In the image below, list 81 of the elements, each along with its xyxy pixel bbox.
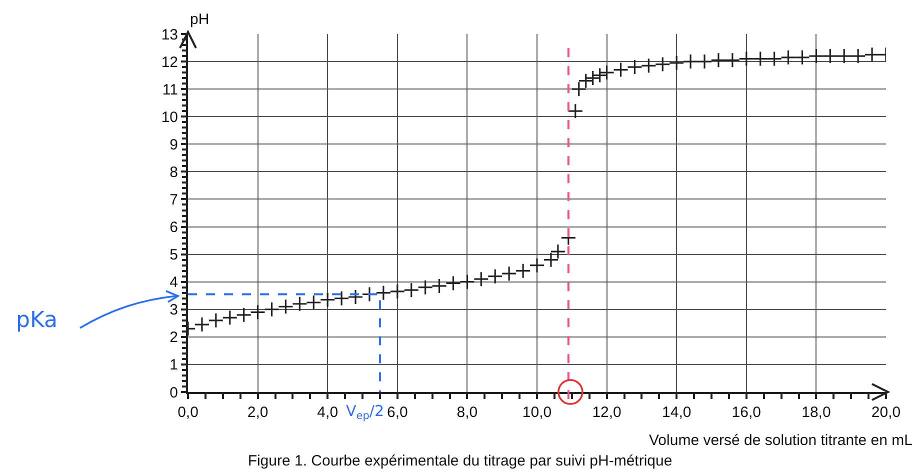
- y-tick-label: 9: [170, 136, 178, 154]
- x-axis-title: Volume versé de solution titrante en mL: [649, 432, 912, 449]
- y-tick-label: 8: [170, 164, 178, 181]
- y-tick-label: 13: [161, 26, 178, 44]
- point: [550, 244, 566, 260]
- point: [292, 296, 308, 312]
- point: [194, 316, 210, 332]
- y-tick-label: 3: [170, 302, 178, 319]
- point: [250, 304, 266, 320]
- x-tick-label: 12,0: [592, 404, 622, 421]
- point: [236, 307, 252, 323]
- point: [626, 59, 643, 75]
- point: [568, 103, 584, 119]
- text: pKa: [16, 308, 58, 333]
- point: [654, 56, 670, 72]
- point: [334, 290, 350, 306]
- point: [724, 52, 740, 68]
- y-tick-label: 12: [161, 54, 178, 71]
- point: [306, 294, 322, 310]
- point: [850, 48, 866, 64]
- point: [459, 274, 475, 290]
- y-tick-label: 10: [161, 108, 178, 126]
- point: [418, 280, 434, 296]
- point: [390, 284, 406, 300]
- point: [752, 50, 768, 67]
- y-tick-label: 5: [170, 246, 178, 264]
- y-tick-label: 6: [170, 219, 178, 236]
- x-tick-label: 14,0: [662, 404, 692, 421]
- y-tick-label: 11: [162, 81, 178, 98]
- point: [404, 282, 420, 298]
- y-tick-label: 1: [170, 356, 178, 374]
- point: [376, 285, 392, 301]
- point: [864, 46, 880, 62]
- point: [264, 302, 280, 318]
- point: [780, 50, 796, 66]
- y-axis-title: pH: [190, 11, 210, 28]
- point: [571, 81, 587, 97]
- point: [612, 62, 629, 78]
- y-tick-label: 2: [170, 329, 178, 346]
- x-tick-label: 0,0: [178, 404, 198, 421]
- x-tick-label: 18,0: [802, 404, 831, 421]
- point: [640, 58, 656, 74]
- point: [766, 50, 782, 67]
- point: [278, 298, 294, 314]
- point: [738, 50, 754, 67]
- y-tick-label: 7: [170, 191, 178, 208]
- point: [668, 55, 684, 71]
- point: [808, 48, 824, 64]
- point: [585, 70, 601, 86]
- y-tick-label: 0: [170, 384, 178, 402]
- point: [543, 252, 559, 268]
- x-tick-label: 10,0: [522, 404, 552, 421]
- point: [320, 292, 336, 308]
- x-tick-label: 6,0: [386, 404, 408, 421]
- point: [822, 48, 838, 64]
- point: [836, 48, 852, 64]
- point: [515, 263, 531, 279]
- point: [445, 275, 462, 292]
- point: [431, 278, 448, 294]
- point: [578, 73, 594, 89]
- text: Figure 1. Courbe expérimentale du titrage par suivi pH-métrique: [248, 452, 672, 470]
- point: [682, 54, 698, 70]
- x-tick-label: 8,0: [456, 404, 478, 421]
- point: [501, 266, 517, 282]
- annotation: V$_{ep}$/2: [346, 402, 384, 422]
- x-tick-label: 20,0: [871, 404, 901, 421]
- point: [599, 64, 615, 80]
- point: [222, 310, 238, 326]
- point: [529, 258, 545, 274]
- point: [208, 312, 224, 328]
- point: [348, 289, 364, 305]
- point: [794, 50, 810, 66]
- point: [473, 271, 489, 287]
- point: [487, 268, 503, 284]
- point: [696, 54, 712, 70]
- point: [710, 52, 726, 68]
- y-tick-label: 4: [170, 274, 178, 292]
- x-tick-label: 16,0: [732, 404, 761, 421]
- point: [592, 68, 608, 84]
- x-tick-label: 2,0: [247, 404, 268, 421]
- x-tick-label: 4,0: [317, 404, 338, 421]
